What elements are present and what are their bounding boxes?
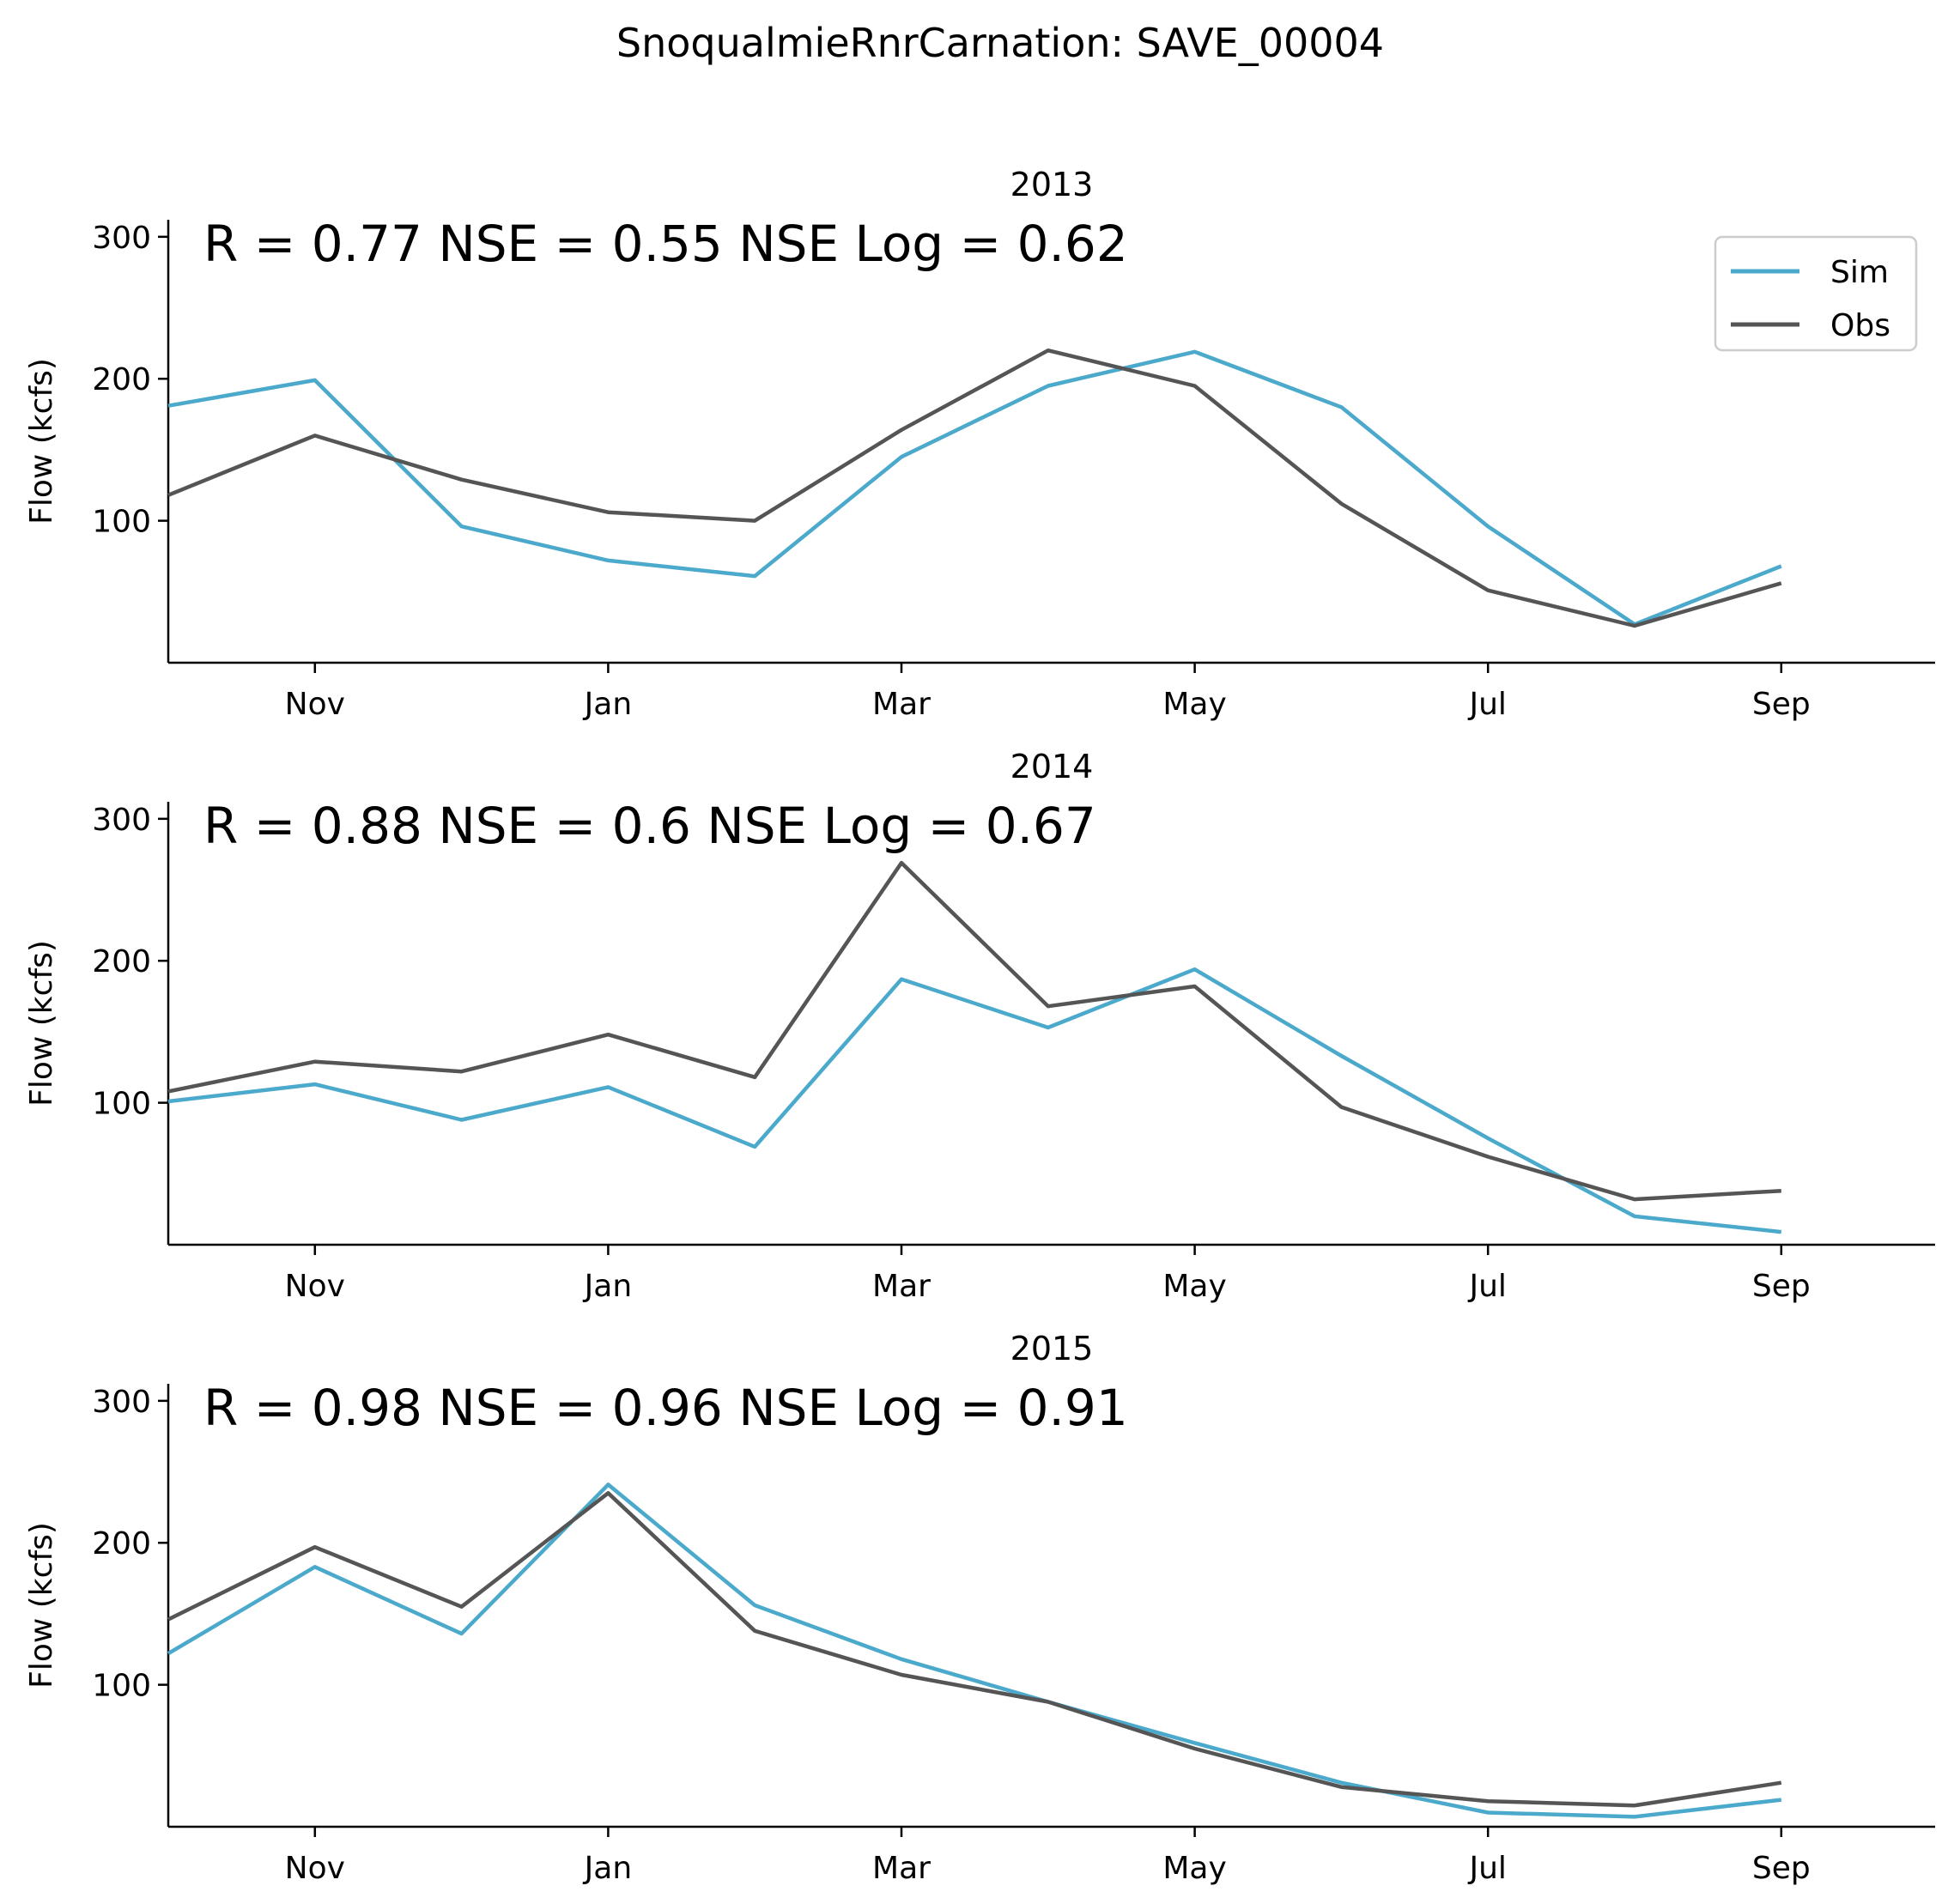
x-tick-label: Sep [1752,1269,1811,1304]
y-tick-label: 300 [92,1385,151,1420]
y-tick-label: 300 [92,803,151,838]
x-tick-label: May [1162,687,1226,722]
legend-box [1714,235,1918,352]
x-tick-label: Nov [285,1269,345,1304]
x-tick-label: Nov [285,1851,345,1886]
figure-title: SnoqualmieRnrCarnation: SAVE_00004 [616,20,1384,66]
metrics-text: R = 0.98 NSE = 0.96 NSE Log = 0.91 [203,1379,1128,1437]
y-tick-label: 100 [92,505,151,540]
y-axis-label: Flow (kcfs) [24,940,59,1107]
x-tick-label: Jan [583,687,633,722]
panel-2014: 2014 R = 0.88 NSE = 0.6 NSE Log = 0.67 Flo… [24,748,1935,1304]
y-axis-label: Flow (kcfs) [24,358,59,525]
panel-title: 2013 [1010,166,1094,203]
y-tick-label: 100 [92,1669,151,1704]
series-line-sim [167,967,1782,1234]
legend: Sim Obs [1714,235,1918,352]
x-tick-label: Jul [1467,1269,1506,1304]
y-axis-label: Flow (kcfs) [24,1522,59,1689]
y-tick-label: 300 [92,221,151,256]
x-tick-label: Mar [872,1269,931,1304]
x-tick-label: Sep [1752,1851,1811,1886]
x-tick-label: Mar [872,687,931,722]
panel-title: 2014 [1010,748,1094,785]
x-tick-label: Jul [1467,1851,1506,1886]
y-tick-label: 200 [92,944,151,979]
panel-2013: 2013 R = 0.77 NSE = 0.55 NSE Log = 0.62 Fl… [24,166,1935,722]
series-line-obs [167,348,1782,628]
legend-label-sim: Sim [1830,255,1889,290]
y-tick-label: 200 [92,362,151,397]
x-tick-label: Sep [1752,687,1811,722]
x-tick-label: May [1162,1269,1226,1304]
series-line-sim [167,1483,1782,1819]
x-tick-label: Mar [872,1851,931,1886]
y-tick-label: 200 [92,1526,151,1561]
series-line-sim [167,349,1782,627]
x-tick-label: Jul [1467,687,1506,722]
metrics-text: R = 0.77 NSE = 0.55 NSE Log = 0.62 [203,215,1128,273]
panels: 2013 R = 0.77 NSE = 0.55 NSE Log = 0.62 Fl… [24,166,1935,1886]
x-tick-label: Jan [583,1269,633,1304]
metrics-text: R = 0.88 NSE = 0.6 NSE Log = 0.67 [203,797,1096,855]
x-tick-label: Jan [583,1851,633,1886]
x-tick-label: May [1162,1851,1226,1886]
x-tick-label: Nov [285,687,345,722]
y-tick-label: 100 [92,1087,151,1122]
legend-label-obs: Obs [1830,308,1890,343]
panel-title: 2015 [1010,1330,1094,1367]
series-line-obs [167,1491,1782,1808]
panel-2015: 2015 R = 0.98 NSE = 0.96 NSE Log = 0.91 Fl… [24,1330,1935,1886]
series-line-obs [167,860,1781,1202]
